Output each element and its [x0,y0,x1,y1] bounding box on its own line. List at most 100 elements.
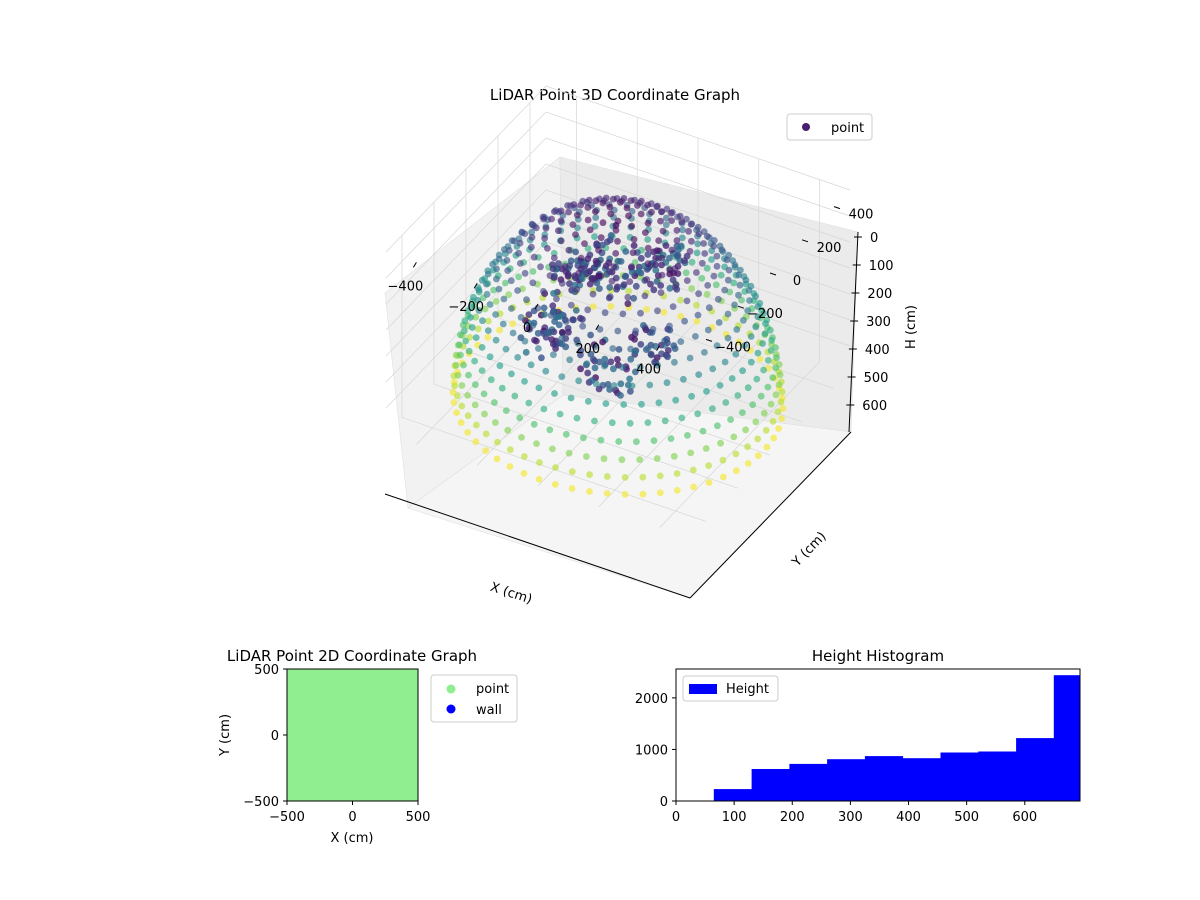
point-3d [562,268,570,276]
point-3d [543,329,550,336]
point-3d [735,291,742,299]
tick-x--200 [473,282,478,289]
point-3d [511,392,519,400]
point-3d [764,357,772,364]
tick-y--400 [705,338,713,342]
point-3d [705,462,712,469]
point-3d [713,262,721,270]
point-3d [628,382,636,390]
point-3d [628,207,636,215]
point-3d [644,244,652,252]
point-3d [484,327,492,334]
legend-label-point: point [831,121,864,136]
point-3d [624,300,632,308]
point-3d [738,296,745,304]
point-3d [473,421,480,429]
point-3d [727,416,734,423]
tick-label-z-400: 400 [865,343,890,358]
point-3d [499,320,507,328]
point-3d [683,277,691,284]
point-3d [467,314,474,321]
point-3d [453,392,461,400]
tick-label-z-100: 100 [869,259,894,274]
point-3d [626,419,634,427]
legend-marker-wall [446,704,456,714]
point-3d [606,284,614,291]
point-3d [742,276,750,284]
point-3d [584,398,592,405]
point-3d [709,365,717,373]
histogram-bar [751,769,790,801]
point-3d [606,293,614,301]
point-3d [577,351,584,359]
point-3d [580,267,588,274]
point-3d [527,361,535,369]
point-3d [498,384,506,392]
histogram-ticks: 0 100 200 300 400 500 600 0 1000 2000 [635,692,1037,825]
point-3d [514,287,521,294]
point-3d [643,276,651,283]
point-3d [638,400,645,408]
grid-z-400 [385,189,851,357]
point-3d [471,401,479,409]
point-3d [619,310,627,318]
point-3d [495,285,503,293]
point-3d [724,334,732,342]
point-3d [753,375,761,383]
point-3d [532,224,540,232]
point-3d [493,265,500,273]
point-3d [614,327,622,335]
point-3d [551,208,558,216]
point-3d [550,351,557,359]
point-3d [620,281,628,289]
point-3d [584,245,592,252]
point-3d [747,358,755,366]
point-3d [579,315,586,323]
point-3d [496,362,504,370]
point-3d [540,405,548,413]
tick-label-y--200: −200 [747,307,783,322]
point-3d [570,201,578,208]
tick-x--400 [412,262,417,268]
point-3d [587,350,595,358]
point-3d [754,349,762,357]
point-3d [660,308,668,316]
point-3d [472,313,480,321]
point-3d [666,322,673,330]
point-3d [457,419,465,426]
point-3d [677,242,685,250]
point-3d [584,255,592,263]
point-3d [562,430,570,438]
point-3d [614,237,621,245]
point-3d [736,281,744,289]
point-3d [542,367,550,375]
point-3d [482,430,490,438]
point-3d [546,272,554,279]
point-3d [662,242,670,250]
point-3d [555,260,562,267]
plot3d-title: LiDAR Point 3D Coordinate Graph [490,86,740,104]
point-3d [574,339,582,347]
point-3d [475,286,483,294]
point-3d [731,301,738,309]
point-3d [535,384,543,392]
point-3d [475,307,483,314]
point-3d [556,313,564,320]
point-3d [503,257,511,264]
plot2d: LiDAR Point 2D Coordinate Graph −500 0 500… [218,647,518,846]
point-3d [657,289,665,296]
point-3d [536,459,543,466]
grid-y--400 [401,235,707,522]
legend-marker-point-2d [446,684,456,694]
point-3d [451,382,458,390]
point-3d [762,320,769,327]
point-3d [775,425,782,432]
point-3d [549,340,557,348]
tick-label-y-200: 200 [817,241,842,256]
point-3d [551,390,558,397]
point-3d [655,237,663,245]
point-3d [617,392,624,399]
tick-label-y--400: −400 [715,340,751,355]
point-3d [558,340,566,348]
point-3d [752,323,760,331]
